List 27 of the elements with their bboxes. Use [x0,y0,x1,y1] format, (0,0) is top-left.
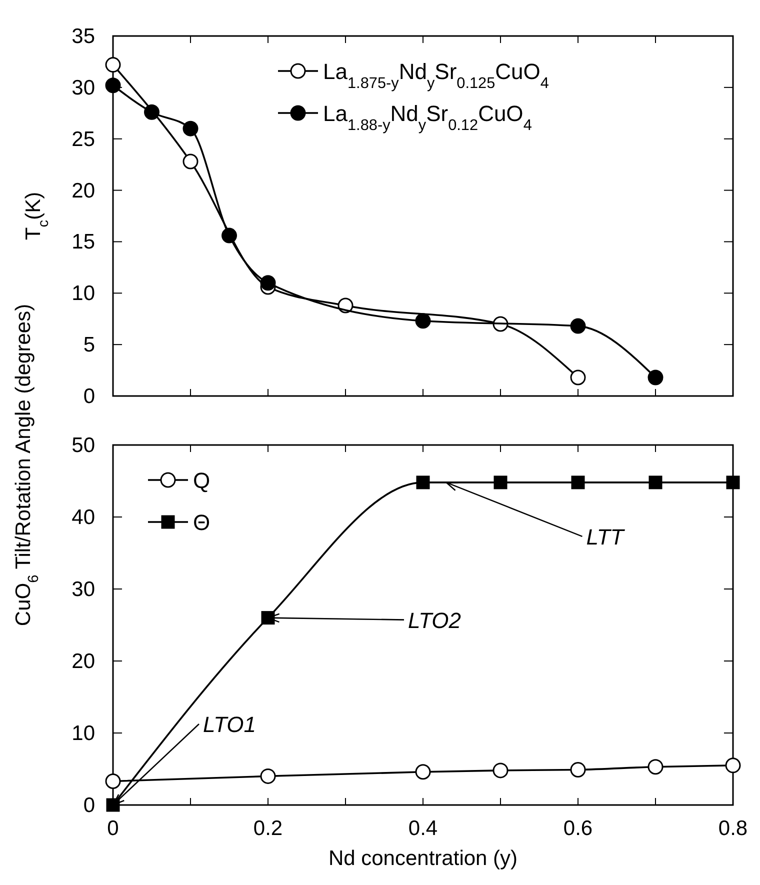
legend-label: La$_{1.875-y}$Nd$_{y}$Sr$_{0.125}$CuO$_{4}$ [323,59,550,92]
legend-label: La$_{1.88-y}$Nd$_{y}$Sr$_{0.12}$CuO$_{4}$ [323,101,532,134]
x-tick-label: 0.8 [718,817,748,840]
y-tick-label: 20 [72,650,95,673]
x-tick-label: 0.6 [563,817,593,840]
y-tick-label: 0 [83,794,95,817]
x-axis-title: Nd concentration (y) [328,847,518,870]
annotation: LTT [586,524,626,550]
y-tick-label: 10 [72,282,95,306]
legend-label: Θ [193,510,210,535]
y-tick-label: 30 [72,578,95,601]
x-tick-label: 0.4 [408,817,438,840]
x-tick-label: 0 [107,817,119,840]
y-tick-label: 30 [72,76,95,100]
y-tick-label: 35 [72,25,95,48]
y-tick-label: 15 [72,230,95,254]
y-tick-label: 10 [72,722,95,745]
annotation: LTO1 [203,712,256,737]
annotation: LTO2 [408,608,461,633]
y-tick-label: 25 [72,128,95,151]
y-tick-label: 0 [83,385,95,408]
x-tick-label: 0.2 [253,817,283,840]
y-tick-label: 50 [72,434,95,457]
y-tick-label: 5 [83,334,95,357]
y-tick-label: 40 [72,506,95,529]
y-tick-label: 20 [72,179,95,202]
legend-label: Q [193,468,210,493]
